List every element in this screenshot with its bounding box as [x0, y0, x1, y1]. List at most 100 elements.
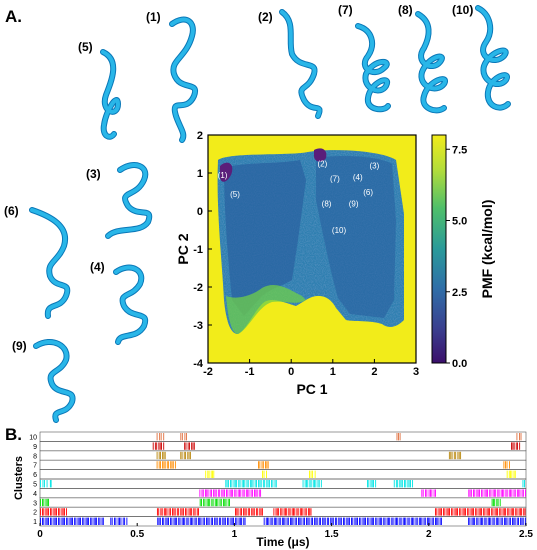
- timeline-mark: [326, 517, 328, 525]
- heatmap-y-label: PC 2: [175, 233, 191, 264]
- timeline-mark: [226, 480, 228, 488]
- timeline-mark: [243, 517, 245, 525]
- timeline-mark: [67, 517, 69, 525]
- timeline-mark: [495, 489, 497, 497]
- timeline-mark: [309, 508, 311, 516]
- timeline-mark: [300, 517, 302, 525]
- timeline-mark: [195, 517, 197, 525]
- timeline-mark: [399, 517, 401, 525]
- timeline-y-ticks: 1 2 3 4 5 6 7 8 9 10: [29, 435, 37, 527]
- timeline-mark: [508, 470, 510, 478]
- timeline-mark: [381, 517, 383, 525]
- timeline-mark: [209, 489, 211, 497]
- timeline-mark: [268, 517, 270, 525]
- timeline-mark: [251, 508, 253, 516]
- timeline-mark: [457, 508, 458, 516]
- timeline-mark: [338, 517, 340, 525]
- timeline-mark: [502, 508, 504, 516]
- timeline-mark: [432, 517, 434, 525]
- timeline-mark: [246, 480, 248, 488]
- timeline-mark: [235, 489, 237, 497]
- timeline-mark: [280, 508, 282, 516]
- structure-label-9: (9): [12, 339, 27, 353]
- timeline-mark: [168, 461, 170, 469]
- structure-label-3: (3): [86, 167, 101, 181]
- timeline-mark: [294, 517, 296, 525]
- timeline-mark: [518, 508, 520, 516]
- timeline-mark: [247, 480, 249, 488]
- timeline-mark: [309, 480, 311, 488]
- timeline-mark: [291, 517, 293, 525]
- timeline-row: [39, 488, 527, 499]
- timeline-mark: [220, 517, 222, 525]
- timeline-mark: [410, 480, 411, 488]
- timeline-mark: [452, 508, 454, 516]
- timeline-mark: [124, 517, 126, 525]
- timeline-mark: [357, 517, 358, 525]
- timeline-mark: [191, 517, 193, 525]
- timeline-mark: [160, 508, 162, 516]
- timeline-x-tick-label: 2: [426, 529, 432, 540]
- timeline-mark: [400, 517, 402, 525]
- timeline-mark: [394, 517, 396, 525]
- timeline-mark: [168, 517, 169, 525]
- timeline-mark: [281, 508, 283, 516]
- timeline-mark: [505, 517, 507, 525]
- timeline-mark: [523, 508, 525, 516]
- timeline-mark: [156, 433, 158, 441]
- timeline-mark: [238, 480, 240, 488]
- timeline-mark: [459, 508, 461, 516]
- timeline-mark: [111, 517, 113, 525]
- timeline-mark: [260, 508, 262, 516]
- ribbon-4: [113, 264, 149, 345]
- timeline-mark: [516, 433, 518, 441]
- timeline-mark: [525, 489, 526, 497]
- timeline-mark: [202, 489, 204, 497]
- timeline-mark: [165, 517, 167, 525]
- timeline-mark: [467, 508, 469, 516]
- timeline-mark: [373, 517, 375, 525]
- timeline-mark: [450, 451, 452, 460]
- timeline-mark: [185, 508, 186, 516]
- timeline-mark: [354, 517, 356, 525]
- timeline-mark: [259, 480, 261, 488]
- timeline-mark: [522, 517, 524, 525]
- timeline-mark: [465, 508, 466, 516]
- timeline-mark: [262, 470, 263, 478]
- timeline-mark: [249, 508, 251, 516]
- timeline-mark: [201, 489, 203, 497]
- timeline-mark: [236, 508, 238, 516]
- timeline-mark: [253, 508, 255, 516]
- timeline-mark: [304, 517, 305, 525]
- timeline-mark: [386, 517, 388, 525]
- timeline-mark: [480, 517, 482, 525]
- timeline-mark: [165, 508, 167, 516]
- timeline-mark: [158, 461, 160, 469]
- timeline-mark: [154, 442, 156, 450]
- timeline-mark: [477, 517, 479, 525]
- timeline-mark: [371, 517, 373, 525]
- timeline-mark: [267, 480, 269, 488]
- timeline-mark: [158, 451, 160, 460]
- timeline-mark: [213, 470, 215, 478]
- timeline-mark: [469, 489, 471, 497]
- timeline-mark: [499, 508, 501, 516]
- timeline-mark: [182, 508, 184, 516]
- timeline-mark: [78, 517, 80, 525]
- pmf-heatmap: (1) (2) (3) (4) (5) (6) (7) (8) (9) (10) -2 -1 0 1 2 3…: [175, 130, 419, 397]
- timeline-mark: [513, 442, 515, 450]
- timeline-mark: [232, 489, 234, 497]
- timeline-mark: [438, 508, 440, 516]
- timeline-y-tick-label: 5: [33, 482, 37, 489]
- pmf-colorbar: 7.5 5.0 2.5 0.0 PMF (kcal/mol): [431, 134, 495, 370]
- timeline-mark: [66, 508, 67, 516]
- timeline-mark: [241, 480, 243, 488]
- timeline-mark: [205, 470, 207, 478]
- timeline-mark: [174, 517, 176, 525]
- timeline-mark: [299, 517, 301, 525]
- timeline-mark: [216, 517, 218, 525]
- timeline-mark: [54, 508, 56, 516]
- timeline-mark: [228, 517, 230, 525]
- timeline-mark: [197, 517, 199, 525]
- timeline-y-tick-label: 10: [29, 435, 37, 442]
